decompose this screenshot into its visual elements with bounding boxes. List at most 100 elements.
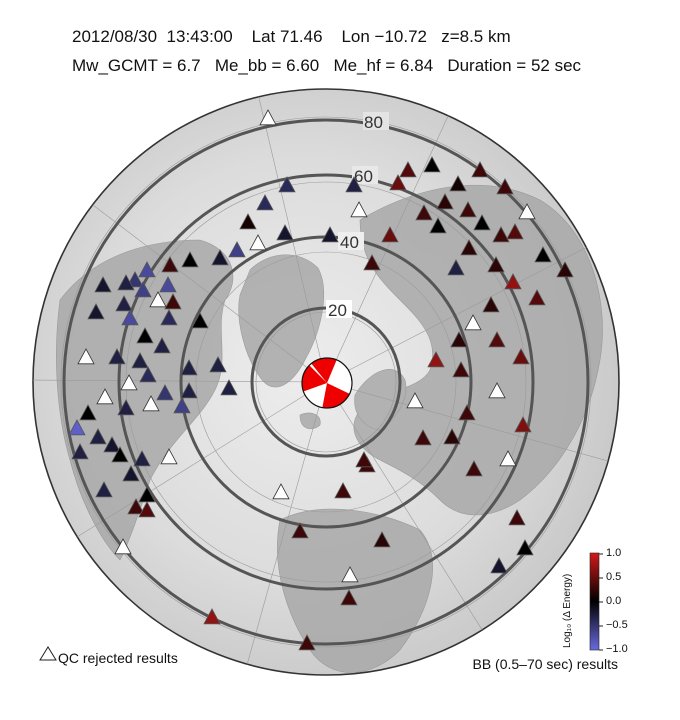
bb-results-legend: BB (0.5–70 sec) results — [472, 656, 618, 672]
station-qc-rejected-marker — [96, 388, 114, 405]
station-marker — [79, 404, 97, 421]
station-marker — [126, 271, 144, 288]
colorbar-tick-label: −1.0 — [606, 643, 628, 655]
station-marker — [68, 419, 86, 436]
station-marker — [138, 501, 156, 518]
station-marker — [161, 256, 179, 273]
station-marker — [512, 348, 530, 365]
station-qc-rejected-marker — [142, 395, 160, 412]
station-marker — [427, 351, 445, 368]
station-marker — [452, 361, 470, 378]
station-marker — [134, 281, 152, 298]
mw-gcmt: Mw_GCMT = 6.7 — [72, 56, 201, 75]
station-qc-rejected-marker — [114, 538, 132, 555]
station-marker — [291, 522, 309, 539]
station-marker — [415, 204, 433, 221]
station-marker — [133, 450, 151, 467]
station-marker — [492, 226, 510, 243]
distance-rings — [62, 118, 590, 646]
station-qc-rejected-marker — [341, 566, 359, 583]
station-marker — [108, 348, 126, 365]
station-qc-rejected-marker — [499, 450, 517, 467]
station-marker — [465, 460, 483, 477]
station-marker — [334, 482, 352, 499]
station-marker — [159, 276, 177, 293]
colorbar-title: Log₁₀ (Δ Energy) — [562, 573, 573, 648]
station-marker — [321, 226, 339, 243]
station-qc-rejected-marker — [488, 382, 506, 399]
station-qc-rejected-marker — [350, 201, 368, 218]
event-date: 2012/08/30 — [72, 27, 158, 46]
me-bb: Me_bb = 6.60 — [214, 56, 320, 75]
station-qc-rejected-marker — [464, 314, 482, 331]
station-marker — [487, 256, 505, 273]
station-marker — [488, 331, 506, 348]
station-marker — [423, 156, 441, 173]
station-marker — [191, 312, 209, 329]
ring-label-60: 60 — [354, 167, 373, 186]
station-marker — [373, 531, 391, 548]
station-marker — [94, 276, 112, 293]
station-marker — [239, 213, 257, 230]
station-marker — [115, 295, 133, 312]
station-marker — [506, 223, 524, 240]
station-marker — [156, 384, 174, 401]
station-marker — [160, 309, 178, 326]
station-qc-rejected-marker — [259, 109, 277, 126]
station-marker — [514, 416, 532, 433]
station-marker — [496, 178, 514, 195]
station-marker — [528, 289, 546, 306]
station-marker — [203, 608, 221, 625]
event-lon: Lon −10.72 — [341, 27, 428, 46]
event-depth: z=8.5 km — [441, 27, 511, 46]
station-marker — [111, 446, 129, 463]
station-qc-rejected-marker — [518, 203, 536, 220]
station-marker — [389, 174, 407, 191]
station-marker — [211, 249, 229, 266]
focal-mechanism-beachball — [301, 357, 353, 409]
station-marker — [458, 404, 476, 421]
station-marker — [447, 259, 465, 276]
event-header-line1: 2012/08/30 13:43:00 Lat 71.46 Lon −10.72… — [72, 27, 511, 47]
station-marker — [471, 161, 489, 178]
stations-layer — [68, 109, 574, 651]
ring-label-80: 80 — [364, 113, 383, 132]
station-marker — [117, 274, 135, 291]
ring-60 — [117, 173, 535, 591]
station-marker — [298, 634, 316, 651]
colorbar-tick-label: −0.5 — [606, 619, 628, 631]
station-marker — [256, 194, 274, 211]
station-marker — [89, 428, 107, 445]
station-marker — [103, 436, 121, 453]
event-lat: Lat 71.46 — [251, 27, 323, 46]
station-marker — [340, 589, 358, 606]
station-marker — [516, 539, 534, 556]
station-marker — [482, 296, 500, 313]
colorbar-tick-label: 0.5 — [606, 571, 622, 583]
station-marker — [138, 261, 156, 278]
station-marker — [381, 226, 399, 243]
station-marker — [276, 224, 294, 241]
station-marker — [363, 254, 381, 271]
station-qc-rejected-marker — [149, 291, 167, 308]
colorbar-gradient — [589, 552, 600, 651]
station-marker — [450, 331, 468, 348]
station-marker — [345, 176, 363, 193]
station-marker — [181, 251, 199, 268]
station-marker — [117, 399, 135, 416]
station-marker — [490, 557, 508, 574]
colorbar — [589, 552, 603, 651]
station-marker — [173, 397, 191, 414]
station-marker — [180, 359, 198, 376]
station-marker — [459, 201, 477, 218]
station-qc-rejected-marker — [406, 392, 424, 409]
station-marker — [399, 161, 417, 178]
qc-legend-triangle-icon — [39, 646, 57, 661]
station-marker — [556, 261, 574, 278]
station-marker — [436, 193, 454, 210]
colorbar-tick-label: 0.0 — [606, 595, 622, 607]
station-marker — [87, 303, 105, 320]
ring-80 — [62, 118, 590, 646]
station-marker — [139, 366, 157, 383]
event-time: 13:43:00 — [166, 27, 233, 46]
